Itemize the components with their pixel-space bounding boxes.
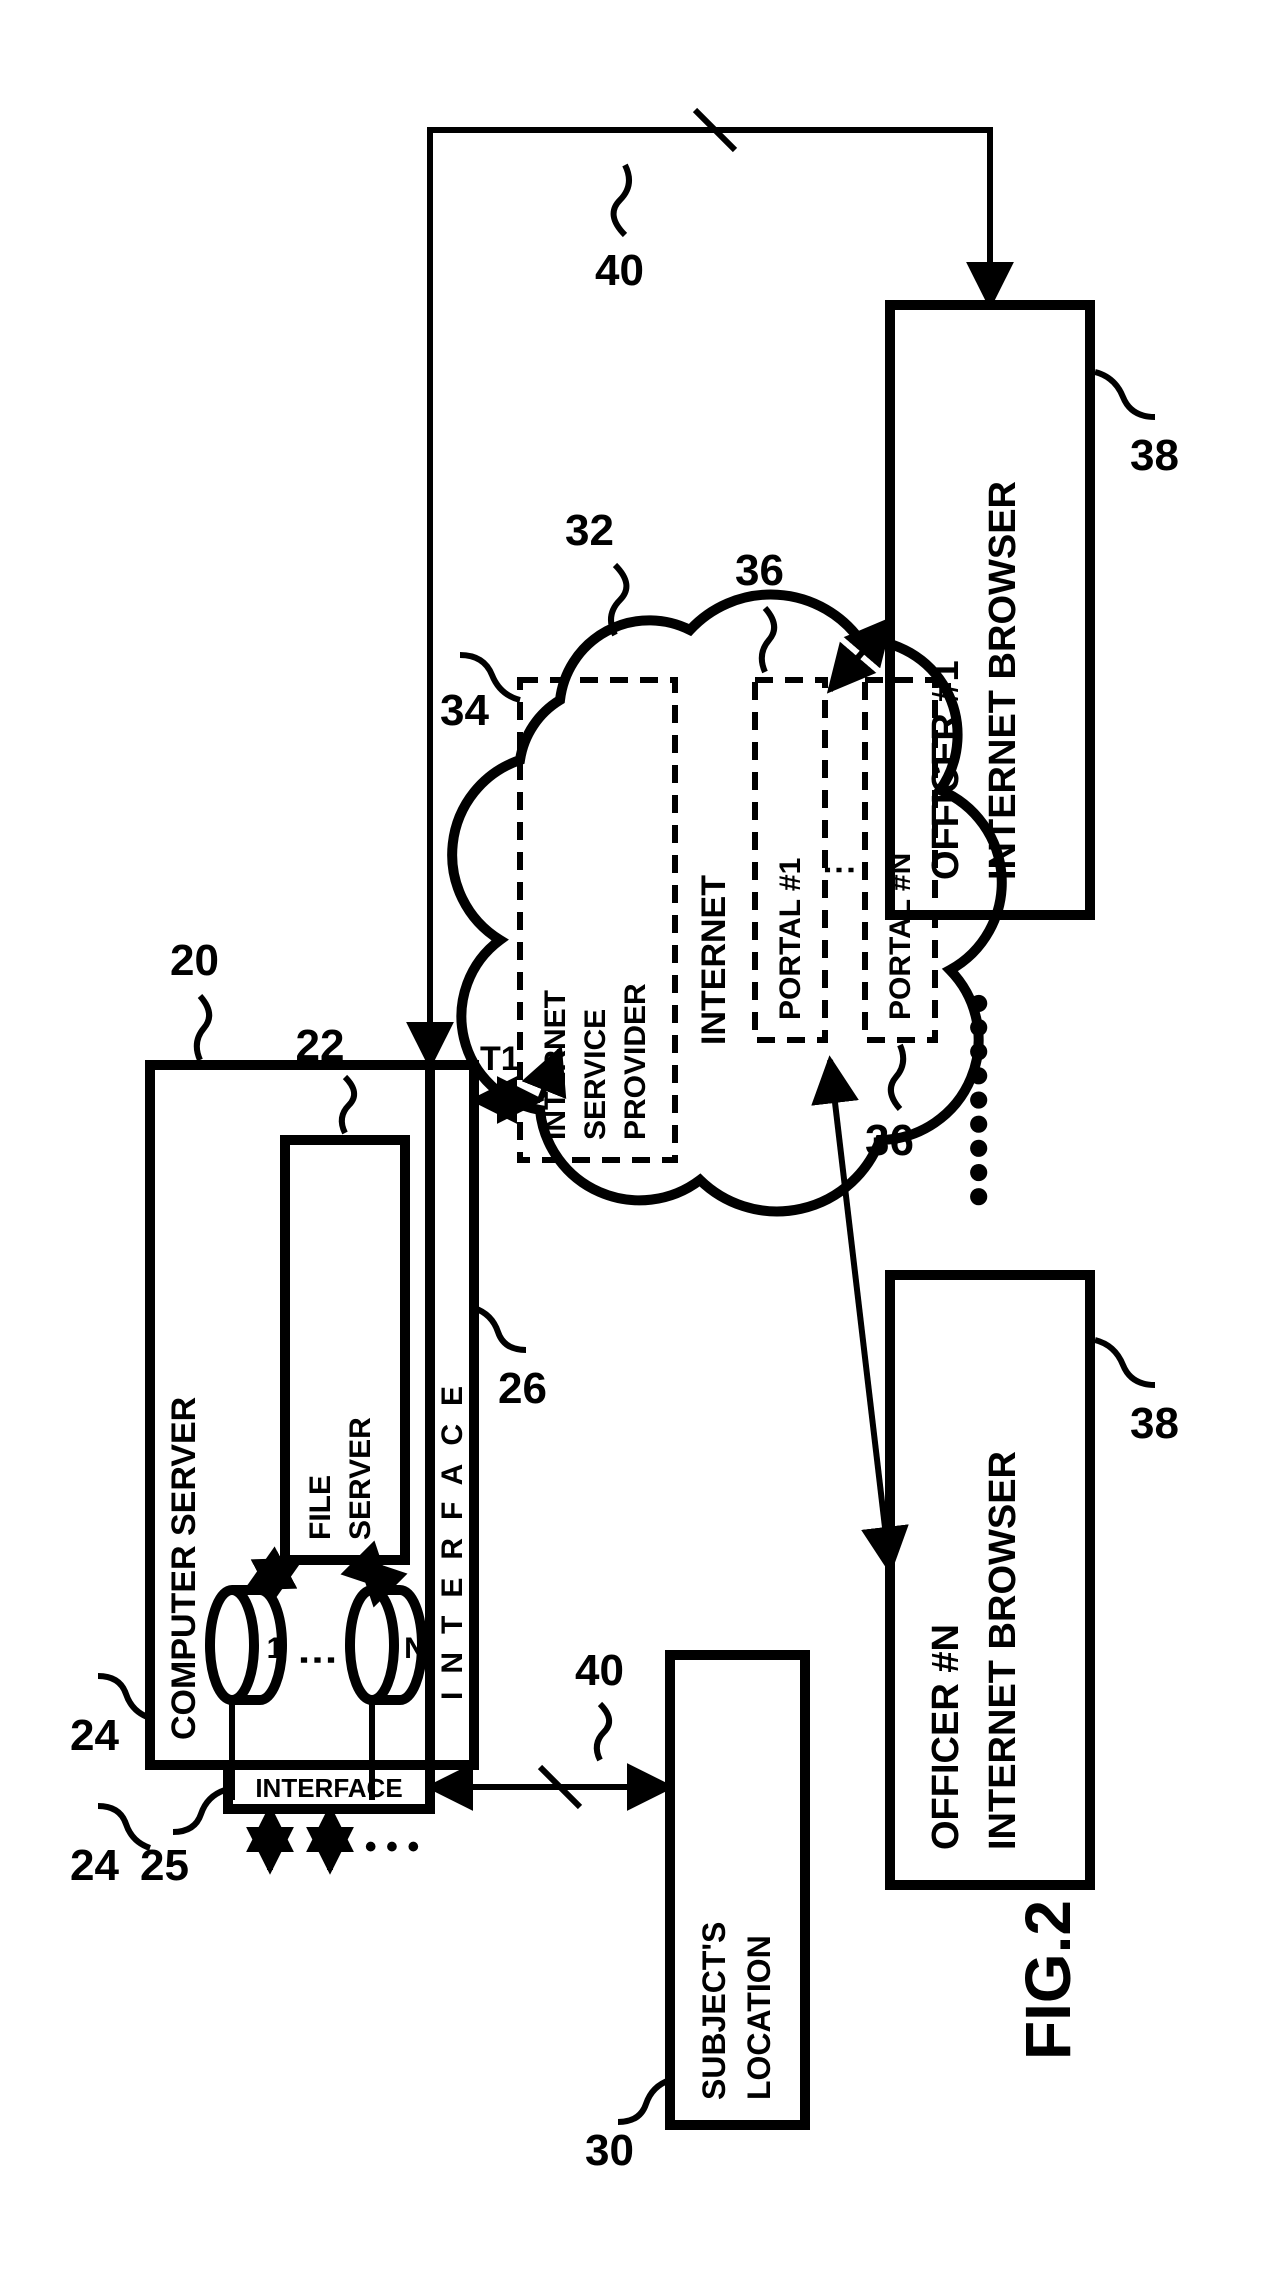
ref-iface-bottom: 25 xyxy=(140,1841,189,1890)
iface-bottom-label: INTERFACE xyxy=(255,1773,402,1803)
subject-l2: LOCATION xyxy=(741,1935,777,2100)
ref-comm-bot: 40 xyxy=(575,1646,624,1695)
ref-comm-top: 40 xyxy=(595,246,644,295)
disk-dots: ⋮ xyxy=(295,1640,339,1680)
server-label: COMPUTER SERVER xyxy=(165,1397,203,1740)
disk-top: 1 xyxy=(210,1590,283,1700)
t1-label: T1 xyxy=(480,1040,520,1078)
ref-portal1: 36 xyxy=(735,546,784,595)
figure-title: FIG.2 xyxy=(1012,1900,1084,2060)
iface-bottom-dots: • • • xyxy=(365,1828,420,1866)
ref-portalN: 36 xyxy=(865,1116,914,1165)
cloud-label: INTERNET xyxy=(695,875,733,1045)
ref-disk-bot: 24 xyxy=(70,1841,119,1890)
ref-server: 20 xyxy=(170,936,219,985)
portal-dots: ⋮ xyxy=(820,853,858,887)
disk-bot: N xyxy=(350,1590,426,1700)
svg-text:N: N xyxy=(404,1632,426,1665)
ref-disk-top: 24 xyxy=(70,1711,119,1760)
subject-box: SUBJECT'S LOCATION 30 xyxy=(585,1655,805,2175)
officerN-label: OFFICER #N xyxy=(925,1624,967,1850)
portalN-label: PORTAL #N xyxy=(884,853,917,1020)
fileserver-l2: SERVER xyxy=(344,1417,377,1540)
ref-fileserver: 22 xyxy=(296,1021,345,1070)
subject-l1: SUBJECT'S xyxy=(696,1922,732,2100)
officerN-box: OFFICER #N INTERNET BROWSER 38 xyxy=(890,1275,1179,1885)
ref-subject: 30 xyxy=(585,2126,634,2175)
interface-right: INTERFACE 26 xyxy=(430,1065,547,1765)
ref-iface-right: 26 xyxy=(498,1364,547,1413)
ref-isp: 34 xyxy=(440,686,489,735)
officerN-browser: INTERNET BROWSER xyxy=(982,1451,1024,1850)
portal1-label: PORTAL #1 xyxy=(774,858,807,1020)
ref-officerN: 38 xyxy=(1130,1399,1179,1448)
internet-cloud: 32 INTERNET 34 INTERNET SERVICE PROVIDER… xyxy=(440,506,1002,1211)
svg-text:1: 1 xyxy=(267,1632,284,1665)
ref-officer1: 38 xyxy=(1130,431,1179,480)
iface-right-label: INTERFACE xyxy=(436,1368,469,1700)
isp-line3: PROVIDER xyxy=(619,983,652,1140)
fileserver-l1: FILE xyxy=(304,1475,337,1540)
isp-line2: SERVICE xyxy=(579,1009,612,1140)
figure-canvas: 40 OFFICER #1 INTERNET BROWSER 38 ●●●●●●… xyxy=(0,0,1275,2279)
interface-bottom: INTERFACE 25 • • • xyxy=(140,1765,430,1890)
ref-cloud: 32 xyxy=(565,506,614,555)
computer-server: 20 COMPUTER SERVER 22 FILE SERVER 1 ⋮ N … xyxy=(70,936,430,1890)
officer1-browser1: INTERNET BROWSER xyxy=(982,481,1024,880)
